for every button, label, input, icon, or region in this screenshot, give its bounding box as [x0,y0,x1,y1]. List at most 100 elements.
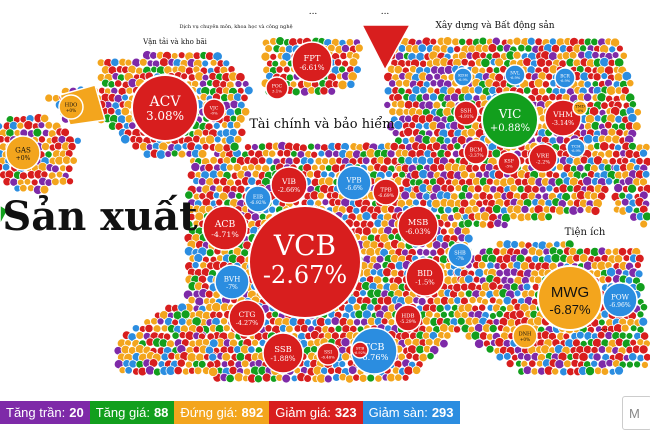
filler-cell [566,199,575,207]
filler-cell [212,121,221,130]
legend-increase[interactable]: Tăng giá: 88 [89,401,175,424]
stock-cell-vpb[interactable]: VPB-6.6% [336,165,372,201]
filler-cell [485,344,495,354]
legend-decrease[interactable]: Giảm giá: 323 [269,401,363,424]
stock-cell-vib[interactable]: VIB-2.66% [270,166,308,204]
stock-cell-ssb[interactable]: SSB-1.88% [262,332,304,374]
filler-cell [597,345,607,354]
stock-cell-gas[interactable]: MWG -6.87% [537,265,603,331]
filler-cell [41,142,51,152]
stock-cell-hdb[interactable]: HDB-5.29% [394,304,422,332]
filler-cell [584,365,596,377]
stock-change-bid: -1.5% [415,279,435,287]
stock-cell-ksf[interactable]: KSF-3% [497,151,521,175]
legend-ceiling[interactable]: Tăng trần: 20 [0,401,90,424]
filler-cell [639,148,649,158]
stock-cell-kdh[interactable]: KDH-6.9% [453,67,473,87]
stock-cell-ssh[interactable]: SSH-4.91% [453,100,479,126]
stock-cell-tpb[interactable]: TPB-6.69% [372,178,400,206]
filler-cell [247,149,256,157]
stock-cell-vre[interactable]: VRE-2.2% [528,143,558,173]
filler-cell [369,268,378,277]
stock-cell-acb[interactable]: ACB-4.71% [202,205,248,251]
stock-change-hdo: +0% [66,109,76,114]
stock-change-ssb: -1.88% [270,354,295,363]
legend-unchanged-count: 892 [241,405,264,420]
filler-cell [310,150,319,159]
stock-cell-bvh[interactable]: BVH-7% [214,264,250,300]
filler-cell [215,198,224,207]
stock-ticker-fpt: FPT [303,53,320,63]
filler-cell [324,149,334,159]
stock-change-tch: -6.9% [571,149,582,153]
filler-cell [383,100,392,109]
legend-floor-count: 293 [431,405,454,420]
filler-cell [333,58,343,67]
stock-cell-ctg[interactable]: CTG-4.27% [228,299,266,337]
filler-cell [460,170,469,180]
legend-floor[interactable]: Giảm sàn: 293 [362,401,460,424]
filler-cell [177,51,186,60]
filler-cell [131,141,141,151]
stock-cell-bid[interactable]: BID-1.5% [405,257,445,297]
stock-change-kdh: -6.9% [458,78,469,82]
filler-cell [327,87,337,96]
search-input[interactable]: M [622,396,650,430]
stock-change-tpb: -6.69% [378,193,395,199]
filler-cell [463,218,473,229]
stock-cell-bcr[interactable]: BCR-6.9% [554,67,576,89]
filler-cell [177,149,187,159]
stock-change-pow: -6.96% [609,302,631,309]
stock-ticker-vib: VIB [281,177,296,186]
filler-cell [320,170,329,179]
filler-cell [375,254,385,264]
stock-cell-tmd[interactable]: TMD-0% [572,100,588,116]
filler-cell [321,198,330,207]
filler-cell [551,367,560,376]
filler-cell [619,51,628,60]
filler-cell [471,164,480,173]
filler-cell [44,120,54,130]
stock-cell-hdo[interactable]: HDO+0% [58,94,84,120]
filler-cell [428,92,438,102]
filler-cell [614,199,623,207]
stock-cell-ssi[interactable]: SSI-6.46% [316,342,340,366]
filler-cell [184,190,194,200]
stock-cell-dnh[interactable]: DNH+0% [512,323,538,349]
stock-cell-eib[interactable]: EIB-6.92% [244,185,272,213]
filler-cell [347,71,358,82]
stock-change-acb: -4.71% [211,230,239,239]
stock-cell-stb[interactable]: STB-6.92% [351,341,369,359]
filler-cell [639,303,649,312]
legend-unchanged[interactable]: Đứng giá: 892 [174,401,270,424]
filler-cell [575,330,585,340]
stock-cell-vic[interactable]: VIC +0.88% [481,91,539,149]
filler-cell [264,44,273,53]
stock-cell-bcm[interactable]: BCM-3.37% [463,139,489,165]
stock-ticker-bcm: BCM [470,147,483,153]
legend-decrease-count: 323 [334,405,357,420]
stock-cell-acv[interactable]: ACV 3.08% [131,74,199,142]
filler-cell [473,184,483,194]
filler-cell [495,352,505,362]
stock-cell-pow[interactable]: POW-6.96% [602,282,638,318]
filler-cell [478,220,488,229]
filler-cell [626,79,635,88]
stock-cell-gas[interactable]: GAS+0% [5,135,41,171]
stock-cell-vcb[interactable]: VCB -2.67% [248,205,362,319]
stock-cell-fpt[interactable]: FPT-6.61% [291,41,333,83]
filler-cell [596,92,607,103]
filler-cell [187,295,196,305]
stock-cell-shb[interactable]: SHB-7% [447,242,473,268]
filler-cell [66,177,74,186]
filler-cell [382,156,393,166]
filler-cell [422,248,431,257]
stock-cell-msb[interactable]: MSB-6.03% [397,205,439,247]
stock-cell-vjc[interactable]: VJC-0% [202,98,226,122]
stock-cell-nvl[interactable]: NVL-6.9% [504,64,526,86]
filler-cell [264,324,273,333]
filler-cell [338,360,347,368]
filler-cell [201,59,210,68]
stock-cell-tch[interactable]: TCH-6.9% [566,138,586,158]
